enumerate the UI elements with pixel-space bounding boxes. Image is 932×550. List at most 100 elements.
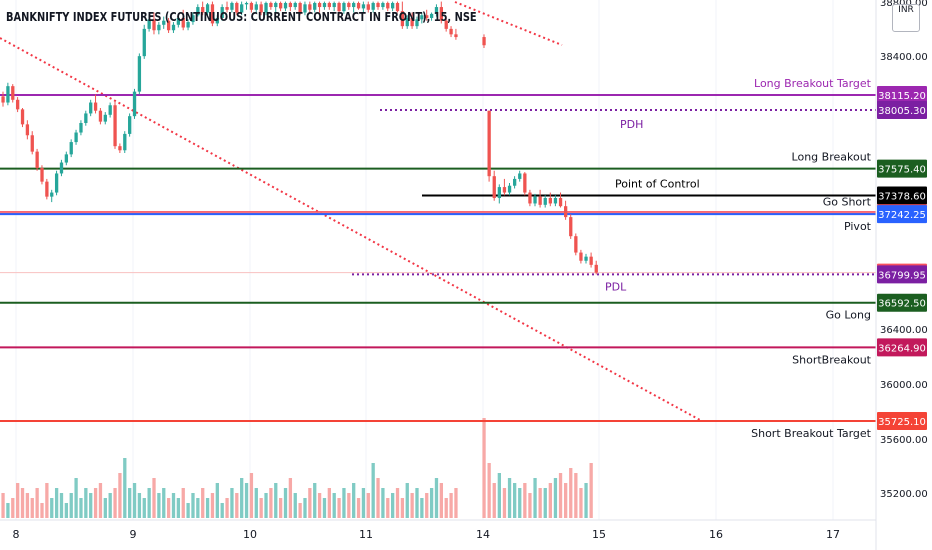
volume-bar [497, 473, 501, 518]
volume-bar [220, 503, 224, 518]
volume-bar [181, 488, 185, 518]
volume-bar [108, 493, 112, 518]
candle-body [64, 154, 69, 163]
candle-body [186, 22, 190, 28]
candle-body [288, 2, 293, 8]
candle-body [420, 15, 424, 20]
level-label: Pivot [844, 220, 872, 233]
volume-bar [157, 493, 161, 518]
volume-bar [162, 488, 166, 518]
price-tag: 37575.40 [877, 159, 927, 178]
price-tag-label: 36799.95 [878, 270, 926, 281]
price-tick: 38400.00 [880, 52, 928, 63]
candle-body [157, 24, 161, 31]
candle-body [415, 19, 419, 27]
candle-body [45, 181, 49, 197]
volume-bar [264, 493, 268, 518]
volume-bar [186, 503, 190, 518]
candle-body [123, 133, 127, 151]
candle-body [356, 2, 361, 9]
volume-bar [25, 493, 30, 518]
volume-bar [278, 498, 283, 518]
price-tag-bg [877, 86, 927, 104]
candle-body [59, 162, 64, 174]
candle-body [434, 7, 439, 14]
candle-body [548, 198, 552, 204]
currency-button[interactable]: INR [892, 4, 920, 32]
volume-bar [93, 488, 98, 518]
candle-body [381, 2, 385, 8]
candle-body [166, 20, 171, 31]
volume-bar [283, 488, 288, 518]
candle-body [337, 2, 341, 12]
candle-body [558, 198, 563, 207]
price-tag: 37378.60 [877, 186, 927, 205]
volume-bar [254, 488, 258, 518]
volume-bar [434, 478, 439, 518]
volume-bar [523, 483, 527, 518]
volume-bar [342, 488, 346, 518]
volume-bar [366, 493, 370, 518]
volume-bar [6, 503, 10, 518]
volume-bar [395, 488, 400, 518]
candle-body [543, 198, 547, 205]
price-tag-label: 38005.30 [878, 106, 926, 117]
candle-body [98, 110, 103, 122]
volume-bar [391, 493, 395, 518]
volume-bar [352, 483, 356, 518]
volume-bar [548, 483, 552, 518]
candle-body [137, 56, 142, 92]
candle-body [210, 4, 215, 24]
candle-body [152, 19, 156, 31]
candle-body [128, 116, 132, 134]
candle-body [342, 2, 346, 12]
candle-body [1, 96, 5, 103]
volume-bar [381, 488, 385, 518]
candle-body [502, 187, 507, 193]
candle-body [523, 173, 527, 193]
time-tick: 11 [359, 528, 373, 541]
volume-bar [386, 498, 390, 518]
candle-body [492, 176, 496, 199]
candle-body [103, 114, 107, 122]
price-tag: 38005.30 [877, 100, 927, 119]
candle-body [569, 217, 573, 237]
volume-bar [123, 458, 127, 518]
volume-bar [518, 488, 522, 518]
volume-bar [288, 478, 293, 518]
volume-bar [20, 488, 25, 518]
candle-body [283, 2, 288, 9]
price-tag: 37242.25 [877, 205, 927, 224]
level-label: PDL [605, 280, 627, 293]
volume-bar [137, 493, 142, 518]
volume-bar [191, 493, 195, 518]
candle-body [352, 2, 356, 8]
price-tick: 35200.00 [880, 489, 928, 500]
volume-bar [249, 473, 254, 518]
candle-body [293, 2, 297, 8]
volume-bar [347, 493, 351, 518]
volume-bar [400, 498, 405, 518]
time-axis: 8 9 10 11 14 15 16 17 [0, 519, 876, 541]
price-tag-bg [877, 100, 927, 119]
upper-trend-line [454, 1, 563, 46]
volume-bar [30, 498, 34, 518]
volume-bar [259, 498, 263, 518]
price-tag-bg [877, 159, 927, 178]
time-tick: 14 [476, 528, 490, 541]
candle-body [589, 256, 593, 265]
candle-body [507, 185, 512, 193]
time-tick: 9 [130, 528, 137, 541]
volume-bar [564, 483, 568, 518]
candle-body [579, 252, 583, 261]
volume-bar [147, 488, 151, 518]
volume-bar [425, 493, 429, 518]
candle-body [594, 264, 598, 273]
candle-body [303, 4, 307, 13]
candle-body [454, 34, 458, 38]
volume-bar [528, 493, 532, 518]
volume-bar [64, 503, 69, 518]
volume-bar [513, 483, 517, 518]
volume-bar [35, 488, 39, 518]
